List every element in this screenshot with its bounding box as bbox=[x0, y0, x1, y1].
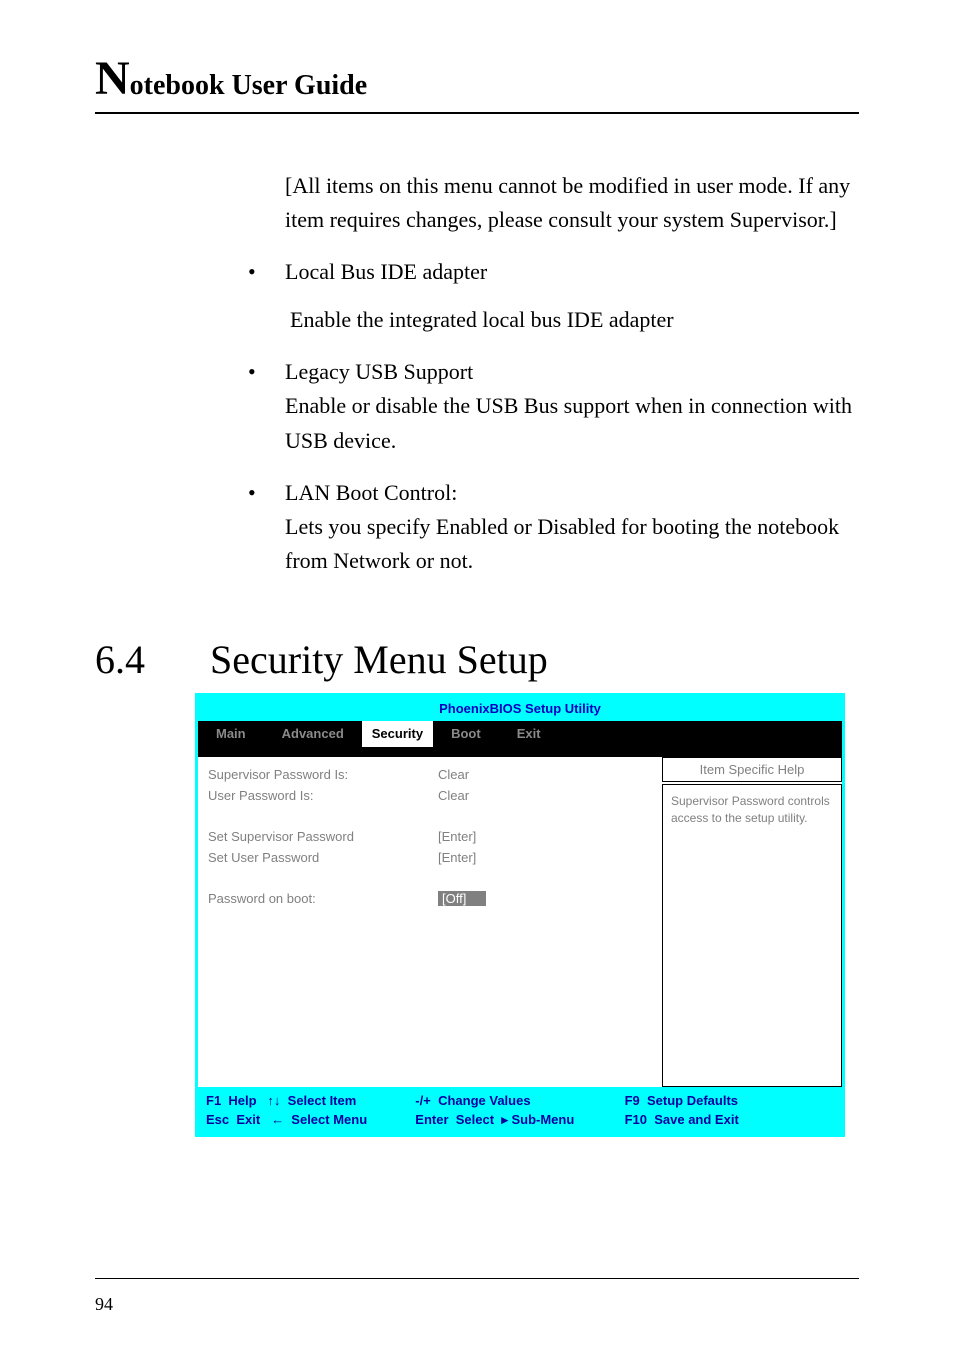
footer-defaults: F9 Setup Defaults bbox=[625, 1091, 834, 1110]
header-initial: N bbox=[95, 52, 130, 105]
footer-help: F1 Help ↑↓ Select Item bbox=[206, 1091, 415, 1110]
bios-main: Supervisor Password Is: Clear User Passw… bbox=[198, 757, 842, 1087]
bullet-desc: Lets you specify Enabled or Disabled for… bbox=[285, 514, 839, 573]
page-footer: 94 bbox=[95, 1278, 859, 1315]
bullet-title: Legacy USB Support bbox=[285, 359, 473, 384]
bios-window: PhoenixBIOS Setup Utility Main Advanced … bbox=[195, 693, 845, 1137]
bios-label: Set User Password bbox=[208, 850, 438, 865]
page-header: Notebook User Guide bbox=[95, 60, 859, 114]
bios-tabs: Main Advanced Security Boot Exit bbox=[198, 721, 842, 747]
bios-help-title: Item Specific Help bbox=[662, 757, 842, 782]
section-heading: 6.4 Security Menu Setup bbox=[95, 636, 859, 683]
bios-left-panel: Supervisor Password Is: Clear User Passw… bbox=[198, 757, 662, 1087]
intro-note: [All items on this menu cannot be modifi… bbox=[285, 169, 859, 237]
bios-screenshot: PhoenixBIOS Setup Utility Main Advanced … bbox=[195, 693, 845, 1137]
body-content: [All items on this menu cannot be modifi… bbox=[240, 169, 859, 596]
footer-change: -/+ Change Values bbox=[415, 1091, 624, 1110]
tab-boot[interactable]: Boot bbox=[433, 726, 499, 741]
spacer bbox=[208, 871, 652, 885]
bios-row[interactable]: Set User Password [Enter] bbox=[208, 850, 652, 865]
bullet-desc: Enable or disable the USB Bus support wh… bbox=[285, 393, 852, 452]
bios-right-panel: Item Specific Help Supervisor Password c… bbox=[662, 757, 842, 1087]
bios-row: User Password Is: Clear bbox=[208, 788, 652, 803]
bios-row: Supervisor Password Is: Clear bbox=[208, 767, 652, 782]
bios-label: Supervisor Password Is: bbox=[208, 767, 438, 782]
list-item: LAN Boot Control: Lets you specify Enabl… bbox=[240, 476, 859, 578]
section-title: Security Menu Setup bbox=[210, 636, 548, 683]
bios-label: Set Supervisor Password bbox=[208, 829, 438, 844]
bios-value: Clear bbox=[438, 788, 652, 803]
tab-security[interactable]: Security bbox=[362, 721, 433, 747]
bios-titlebar: PhoenixBIOS Setup Utility bbox=[198, 696, 842, 721]
list-item: Legacy USB Support Enable or disable the… bbox=[240, 355, 859, 457]
bullet-desc: Enable the integrated local bus IDE adap… bbox=[290, 303, 859, 337]
tab-exit[interactable]: Exit bbox=[499, 726, 559, 741]
bios-help-body: Supervisor Password controls access to t… bbox=[662, 784, 842, 1087]
bullet-list: Local Bus IDE adapter Enable the integra… bbox=[240, 255, 859, 578]
bios-label: Password on boot: bbox=[208, 891, 438, 906]
bios-value: [Enter] bbox=[438, 829, 652, 844]
bullet-title: LAN Boot Control: bbox=[285, 480, 457, 505]
bios-row[interactable]: Set Supervisor Password [Enter] bbox=[208, 829, 652, 844]
bullet-title: Local Bus IDE adapter bbox=[285, 255, 859, 289]
bios-value: Clear bbox=[438, 767, 652, 782]
footer-save: F10 Save and Exit bbox=[625, 1110, 834, 1130]
tab-advanced[interactable]: Advanced bbox=[264, 726, 362, 741]
page-number: 94 bbox=[95, 1294, 113, 1314]
bios-gap bbox=[198, 747, 842, 757]
footer-exit: Esc Exit ← Select Menu bbox=[206, 1110, 415, 1130]
bios-footer: F1 Help ↑↓ Select Item -/+ Change Values… bbox=[198, 1087, 842, 1134]
spacer bbox=[208, 809, 652, 823]
bios-value: [Off] bbox=[438, 891, 486, 906]
footer-select: Enter Select ▸ Sub-Menu bbox=[415, 1110, 624, 1130]
bios-row-selected[interactable]: Password on boot: [Off] bbox=[208, 891, 652, 906]
bios-label: User Password Is: bbox=[208, 788, 438, 803]
list-item: Local Bus IDE adapter Enable the integra… bbox=[240, 255, 859, 337]
bios-value: [Enter] bbox=[438, 850, 652, 865]
tab-main[interactable]: Main bbox=[198, 726, 264, 741]
section-number: 6.4 bbox=[95, 636, 210, 683]
header-text: otebook User Guide bbox=[130, 70, 368, 101]
